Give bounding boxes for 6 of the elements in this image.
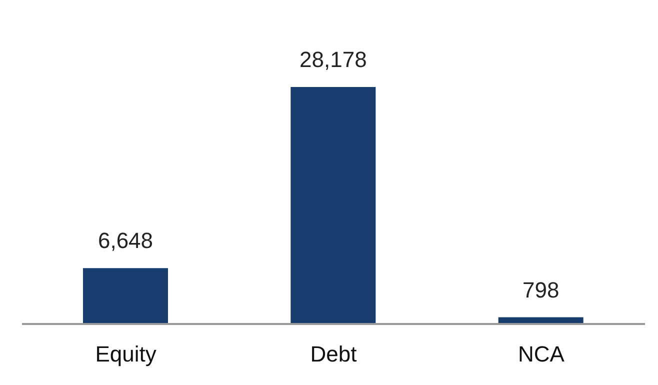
- x-tick-label: Debt: [310, 342, 357, 367]
- x-tick-label: NCA: [518, 342, 565, 367]
- data-label: 6,648: [98, 228, 154, 254]
- data-label: 28,178: [300, 47, 367, 72]
- data-label: 798: [522, 277, 560, 302]
- x-tick-label: Equity: [95, 342, 156, 367]
